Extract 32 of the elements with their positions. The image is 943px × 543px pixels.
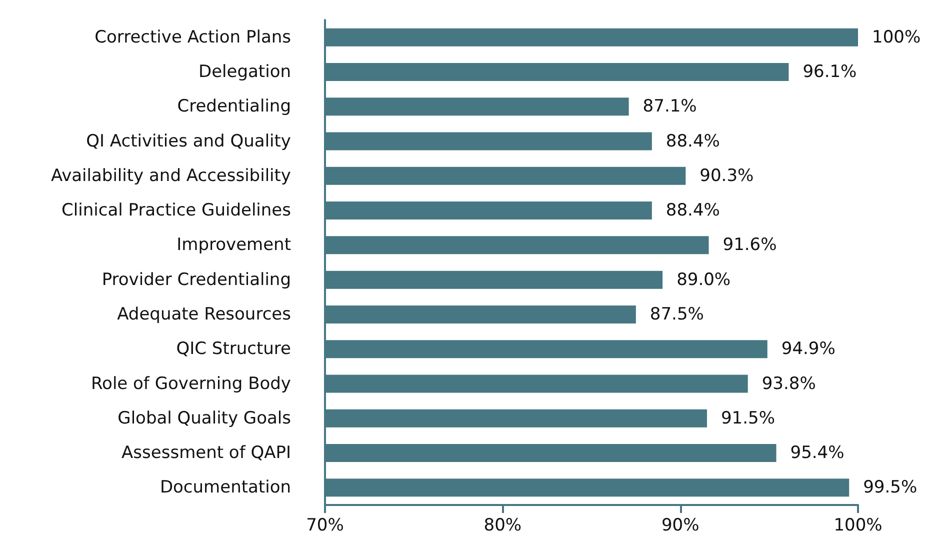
x-tick-label: 80% [484, 516, 522, 536]
y-tick-label: Assessment of QAPI [122, 443, 291, 464]
data-label: 100% [872, 27, 921, 48]
y-tick-label: Clinical Practice Guidelines [62, 200, 292, 221]
y-tick-label: Corrective Action Plans [94, 27, 292, 48]
x-tick-label: 70% [306, 516, 344, 536]
y-tick-label: Provider Credentialing [102, 270, 291, 290]
data-label: 90.3% [700, 166, 754, 186]
data-label: 95.4% [790, 443, 844, 464]
data-label: 91.5% [720, 408, 775, 428]
data-label: 94.9% [781, 339, 836, 360]
y-tick-label: Role of Governing Body [91, 374, 291, 394]
data-label: 88.4% [666, 200, 720, 221]
y-tick-label: QI Activities and Quality [86, 131, 291, 152]
y-tick-label: Documentation [160, 478, 291, 498]
x-tick-label: 90% [661, 516, 700, 536]
x-tick-label: 100% [834, 516, 882, 536]
data-label: 87.1% [642, 96, 697, 117]
data-label: 89.0% [676, 270, 731, 290]
y-tick-label: QIC Structure [176, 339, 291, 360]
y-tick-label: Improvement [176, 235, 292, 256]
data-label: 99.5% [863, 478, 918, 498]
data-label: 91.6% [722, 235, 777, 256]
data-label: 88.4% [666, 131, 720, 152]
y-tick-label: Adequate Resources [117, 304, 292, 324]
y-tick-label: Credentialing [177, 96, 291, 117]
y-tick-label: Availability and Accessibility [50, 166, 291, 186]
data-label: 96.1% [802, 62, 857, 82]
y-tick-label: Delegation [198, 62, 291, 82]
y-tick-label: Global Quality Goals [118, 408, 292, 428]
data-label: 93.8% [762, 374, 816, 394]
data-label: 87.5% [650, 304, 704, 324]
